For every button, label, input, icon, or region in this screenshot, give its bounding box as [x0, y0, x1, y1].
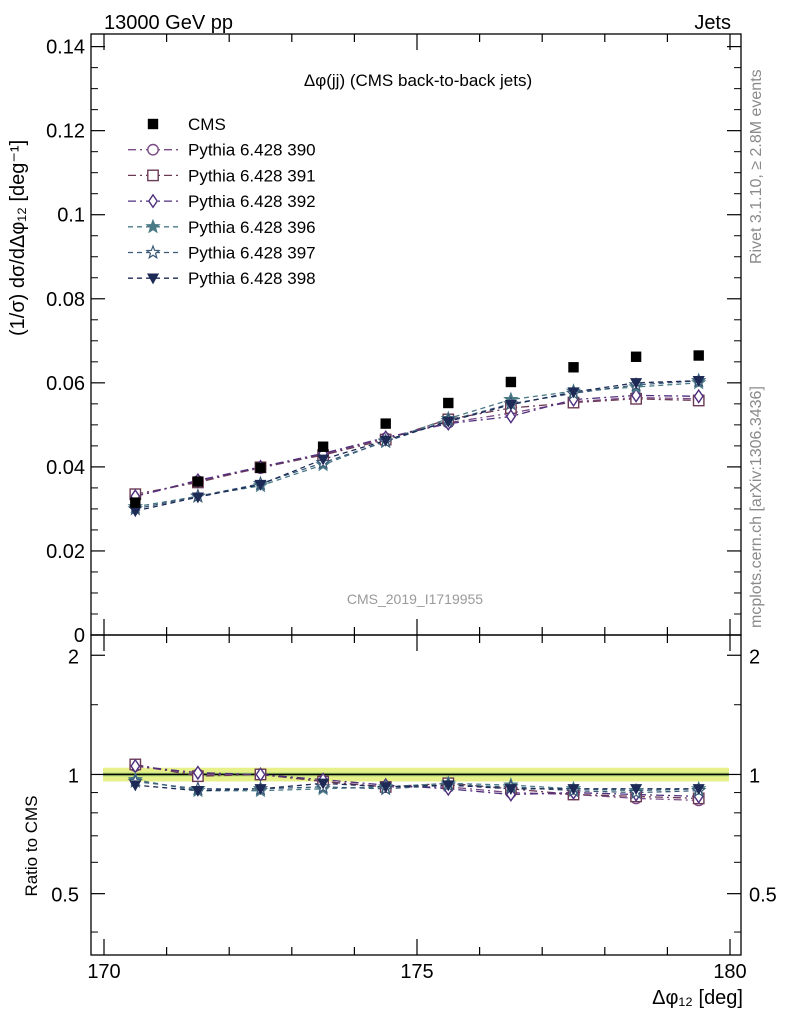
ratio-line-5: [135, 782, 699, 792]
x-tick-label: 170: [87, 961, 120, 983]
data-point: [130, 497, 141, 508]
y-tick-label: 0.06: [46, 373, 85, 395]
ratio-y-tick-label-right: 2: [749, 646, 760, 668]
y-tick-label: 0.14: [46, 37, 85, 59]
x-tick-label: 175: [400, 961, 433, 983]
y-axis-label: (1/σ) dσ/dΔφ₁₂ [deg⁻¹]: [7, 140, 29, 336]
data-point: [505, 376, 517, 388]
ratio-point-5: [254, 784, 267, 796]
legend-marker-0: [147, 143, 159, 156]
legend-marker-4: [145, 244, 161, 260]
ratio-point-5: [379, 782, 392, 794]
data-point: [630, 351, 642, 362]
legend-label-data: CMS: [188, 115, 226, 134]
chart-title: Δφ(jj) (CMS back-to-back jets): [304, 71, 532, 90]
legend-marker-5: [146, 273, 160, 285]
rivet-label: Rivet 3.1.10, ≥ 2.8M events: [748, 69, 765, 264]
legend-label-5: Pythia 6.428 398: [188, 269, 316, 288]
ratio-point-5: [630, 784, 643, 796]
ratio-y-tick-label: 2: [68, 646, 79, 668]
data-point: [380, 418, 391, 429]
data-point: [693, 350, 704, 361]
series-line-5: [135, 380, 699, 512]
y-tick-label: 0.12: [46, 121, 85, 143]
y-tick-label: 0.08: [46, 289, 85, 311]
series-line-3: [135, 382, 699, 508]
y-tick-label: 0.04: [46, 457, 85, 479]
data-point: [568, 362, 579, 373]
ratio-point-5: [191, 785, 204, 797]
series-line-4: [135, 380, 699, 510]
data-point: [192, 476, 204, 487]
legend-label-1: Pythia 6.428 391: [188, 166, 316, 185]
ratio-line-4: [135, 780, 699, 794]
y-tick-label: 0.02: [46, 541, 85, 563]
series-point-2: [693, 388, 704, 404]
series-point-5: [692, 376, 705, 387]
legend-label-0: Pythia 6.428 390: [188, 141, 316, 160]
legend-marker-1: [147, 169, 159, 182]
ratio-y-tick-label-right: 0.5: [749, 885, 777, 907]
ratio-y-tick-label: 1: [68, 765, 79, 787]
ratio-plot-frame: [90, 634, 742, 956]
series-point-5: [191, 492, 204, 504]
series-point-5: [630, 378, 643, 390]
series-point-5: [317, 454, 330, 466]
series-point-5: [254, 479, 267, 491]
x-axis-label: Δφ₁₂ [deg]: [652, 987, 743, 1009]
series-point-5: [567, 387, 580, 399]
series-point-2: [631, 387, 642, 403]
header-left: 13000 GeV pp: [104, 12, 233, 34]
ratio-point-5: [692, 784, 705, 796]
series-line-2: [135, 394, 699, 497]
mcplots-label: mcplots.cern.ch [arXiv:1306.3436]: [748, 386, 765, 628]
analysis-watermark: CMS_2019_I1719955: [347, 591, 483, 607]
series-line-1: [135, 398, 699, 495]
ratio-point-5: [317, 778, 330, 790]
ratio-y-tick-label: 0.5: [51, 885, 79, 907]
ratio-point-5: [567, 784, 580, 796]
legend-marker-3: [145, 218, 161, 234]
header-right: Jets: [694, 12, 731, 34]
ratio-point-5: [129, 780, 142, 792]
ratio-point-5: [504, 784, 517, 796]
ratio-line-3: [135, 779, 699, 792]
y-tick-label: 0.1: [57, 205, 85, 227]
legend-marker-data: [147, 118, 159, 130]
ratio-point-5: [442, 780, 455, 792]
ratio-y-tick-label-right: 1: [749, 765, 760, 787]
data-point: [255, 462, 266, 473]
legend-label-3: Pythia 6.428 396: [188, 218, 316, 237]
data-point: [443, 397, 454, 409]
x-tick-label: 180: [713, 961, 746, 983]
series-point-5: [379, 435, 392, 447]
ratio-point-2: [255, 767, 266, 782]
legend-label-2: Pythia 6.428 392: [188, 192, 316, 211]
series-point-5: [442, 416, 455, 428]
y-tick-label: 0: [74, 625, 85, 647]
data-point: [317, 441, 329, 452]
legend-marker-2: [147, 193, 159, 209]
ratio-y-axis-label: Ratio to CMS: [22, 795, 41, 896]
series-point-2: [505, 409, 516, 424]
series-line-0: [135, 396, 699, 497]
legend-label-4: Pythia 6.428 397: [188, 244, 316, 263]
series-point-5: [504, 399, 517, 411]
ratio-point-2: [192, 765, 203, 781]
